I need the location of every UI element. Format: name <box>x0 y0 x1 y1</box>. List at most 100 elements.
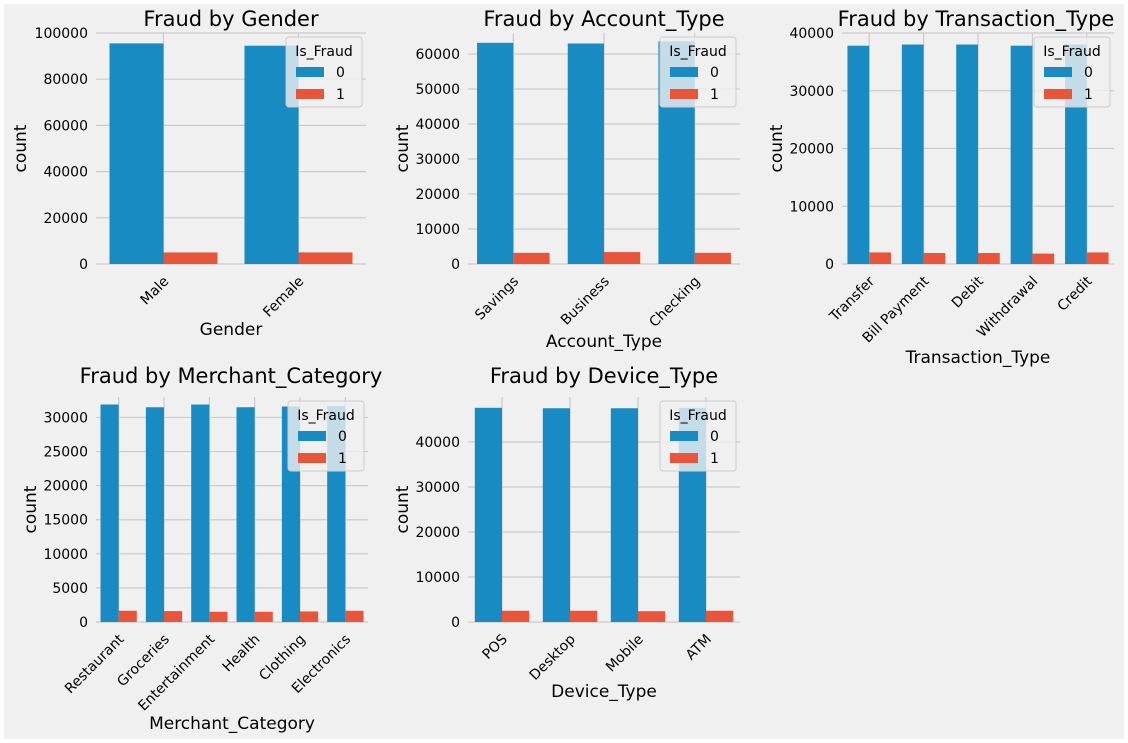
y-tick-label: 40000 <box>789 26 834 42</box>
legend-label-1: 1 <box>336 87 345 103</box>
y-tick-label: 30000 <box>43 410 88 426</box>
y-axis-label: count <box>11 124 31 172</box>
legend-label-0: 0 <box>1084 65 1093 81</box>
chart-title: Fraud by Account_Type <box>483 7 724 32</box>
legend-title: Is_Fraud <box>669 408 727 424</box>
legend: Is_Fraud 0 1 <box>288 401 364 471</box>
bar-female-isfraud-1 <box>299 252 353 264</box>
y-tick-label: 10000 <box>43 547 88 563</box>
legend-swatch-1 <box>670 89 698 99</box>
y-tick-label: 30000 <box>415 480 460 496</box>
legend-label-0: 0 <box>710 65 719 81</box>
y-axis-label: count <box>393 485 413 533</box>
bar-pos-isfraud-0 <box>475 408 502 622</box>
legend-title: Is_Fraud <box>669 44 727 60</box>
legend-label-0: 0 <box>336 65 345 81</box>
y-tick-label: 10000 <box>789 199 834 215</box>
bar-transfer-isfraud-1 <box>869 252 891 264</box>
bar-checking-isfraud-1 <box>695 253 731 264</box>
bar-male-isfraud-1 <box>164 252 218 264</box>
y-tick-label: 100000 <box>35 26 88 42</box>
bar-electronics-isfraud-1 <box>345 611 363 622</box>
legend-label-0: 0 <box>338 429 347 445</box>
bar-groceries-isfraud-1 <box>164 611 182 622</box>
y-tick-label: 30000 <box>415 152 460 168</box>
y-tick-label: 0 <box>79 615 88 631</box>
legend: Is_Fraud 0 1 <box>286 37 362 107</box>
bar-desktop-isfraud-0 <box>543 408 570 622</box>
bar-pos-isfraud-1 <box>502 611 529 622</box>
y-tick-label: 60000 <box>415 47 460 63</box>
bar-entertainment-isfraud-0 <box>191 405 209 623</box>
bar-credit-isfraud-1 <box>1087 252 1109 264</box>
bar-withdrawal-isfraud-1 <box>1032 254 1054 264</box>
bar-bill-payment-isfraud-1 <box>924 253 946 264</box>
bar-business-isfraud-0 <box>568 44 604 265</box>
x-axis-label: Device_Type <box>551 682 657 702</box>
y-tick-label: 20000 <box>415 187 460 203</box>
bar-savings-isfraud-0 <box>477 43 513 264</box>
legend: Is_Fraud 0 1 <box>660 37 736 107</box>
y-tick-label: 80000 <box>43 72 88 88</box>
legend-label-1: 1 <box>338 451 347 467</box>
bar-debit-isfraud-0 <box>956 45 978 264</box>
legend-swatch-0 <box>1044 67 1072 77</box>
y-tick-label: 40000 <box>415 117 460 133</box>
y-tick-label: 20000 <box>415 525 460 541</box>
bar-health-isfraud-1 <box>255 612 273 622</box>
y-tick-label: 60000 <box>43 118 88 134</box>
bar-savings-isfraud-1 <box>513 253 549 264</box>
legend-swatch-0 <box>670 67 698 77</box>
chart-title: Fraud by Transaction_Type <box>838 7 1115 32</box>
bar-withdrawal-isfraud-0 <box>1011 46 1033 264</box>
y-tick-label: 20000 <box>43 479 88 495</box>
y-tick-label: 0 <box>825 257 834 273</box>
y-tick-label: 20000 <box>43 211 88 227</box>
y-axis-label: count <box>393 124 413 172</box>
legend-swatch-1 <box>670 453 698 463</box>
chart-title: Fraud by Device_Type <box>490 364 718 389</box>
y-tick-label: 40000 <box>43 165 88 181</box>
legend-swatch-0 <box>298 431 326 441</box>
x-axis-label: Gender <box>200 320 263 340</box>
bar-transfer-isfraud-0 <box>847 46 869 264</box>
legend-title: Is_Fraud <box>297 408 355 424</box>
bar-male-isfraud-0 <box>110 43 164 264</box>
y-axis-label: count <box>21 485 41 533</box>
y-tick-label: 20000 <box>789 142 834 158</box>
bar-restaurant-isfraud-0 <box>101 405 119 623</box>
legend-swatch-1 <box>1044 89 1072 99</box>
bar-atm-isfraud-1 <box>706 611 733 622</box>
legend-label-1: 1 <box>1084 87 1093 103</box>
y-tick-label: 30000 <box>789 84 834 100</box>
legend-swatch-1 <box>296 89 324 99</box>
bar-business-isfraud-1 <box>604 252 640 264</box>
legend-swatch-0 <box>670 431 698 441</box>
legend-swatch-1 <box>298 453 326 463</box>
bar-mobile-isfraud-1 <box>638 611 665 622</box>
legend: Is_Fraud 0 1 <box>660 401 736 471</box>
bar-clothing-isfraud-1 <box>300 611 318 622</box>
bar-restaurant-isfraud-1 <box>119 611 137 622</box>
bar-health-isfraud-0 <box>237 407 255 622</box>
chart-title: Fraud by Gender <box>143 7 319 31</box>
y-tick-label: 0 <box>451 257 460 273</box>
y-tick-label: 5000 <box>52 581 88 597</box>
y-tick-label: 0 <box>79 257 88 273</box>
bar-mobile-isfraud-0 <box>611 408 638 622</box>
y-tick-label: 25000 <box>43 445 88 461</box>
bar-groceries-isfraud-0 <box>146 407 164 622</box>
legend-label-0: 0 <box>710 429 719 445</box>
x-axis-label: Account_Type <box>546 332 662 352</box>
bar-debit-isfraud-1 <box>978 253 1000 264</box>
legend-swatch-0 <box>296 67 324 77</box>
y-axis-label: count <box>767 124 787 172</box>
y-tick-label: 10000 <box>415 570 460 586</box>
legend-title: Is_Fraud <box>295 44 353 60</box>
x-axis-label: Merchant_Category <box>149 714 315 734</box>
y-tick-label: 15000 <box>43 513 88 529</box>
chart-title: Fraud by Merchant_Category <box>80 364 383 389</box>
legend-title: Is_Fraud <box>1043 44 1101 60</box>
bar-desktop-isfraud-1 <box>570 611 597 622</box>
legend-label-1: 1 <box>710 451 719 467</box>
